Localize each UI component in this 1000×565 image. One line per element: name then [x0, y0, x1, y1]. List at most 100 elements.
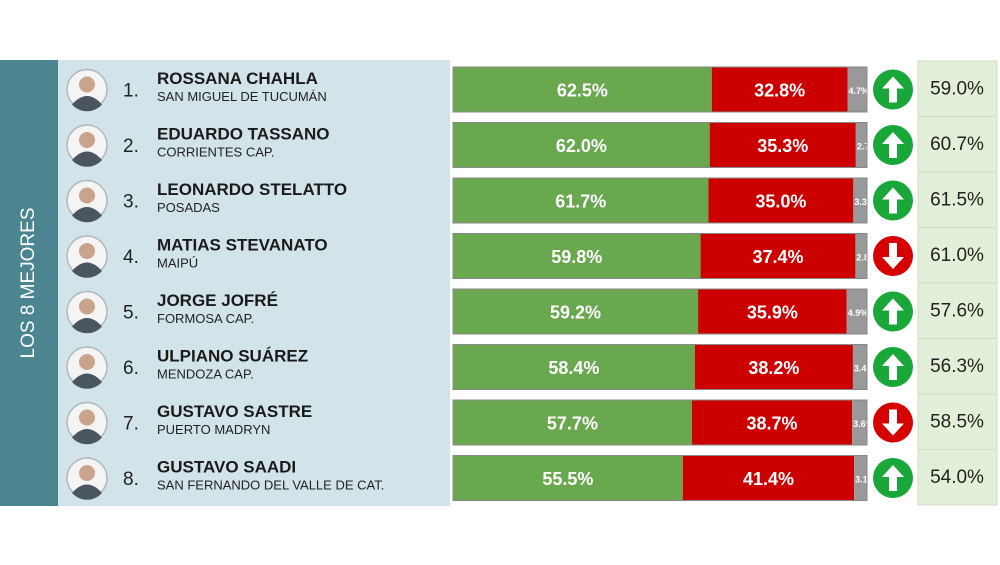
approve-bar: [453, 400, 692, 445]
city: FORMOSA CAP.: [157, 311, 254, 326]
approve-label: 59.2%: [550, 302, 601, 322]
previous: 61.5%: [930, 190, 984, 211]
approve-bar: [453, 289, 699, 334]
disapprove-bar: [694, 344, 853, 390]
ns-bar: [846, 289, 867, 334]
rank: 3.: [123, 192, 139, 213]
ns-label: 3.1%: [855, 474, 876, 484]
avatar-body: [72, 429, 102, 445]
previous: 59.0%: [930, 79, 984, 100]
trend-arrow: [882, 465, 904, 491]
disapprove-label: 38.2%: [748, 358, 799, 378]
previous: 61.0%: [930, 245, 984, 266]
avatar-head: [79, 298, 95, 315]
previous: 56.3%: [930, 356, 984, 377]
names-area: [58, 60, 450, 506]
previous-box: [917, 282, 998, 339]
disapprove-bar: [682, 455, 855, 501]
ns-bar: [847, 67, 867, 112]
disapprove-label: 37.4%: [752, 247, 803, 267]
previous-box: [917, 227, 998, 284]
trend-arrow: [882, 187, 904, 214]
rank: 4.: [123, 247, 139, 268]
avatar-body: [72, 484, 102, 500]
disapprove-bar: [698, 289, 847, 334]
rank: 7.: [123, 414, 139, 435]
avatar-head: [79, 243, 95, 259]
side-band: [0, 60, 58, 506]
avatar-body: [72, 151, 102, 167]
name: ULPIANO SUÁREZ: [157, 346, 308, 365]
approve-label: 55.5%: [542, 469, 593, 489]
ns-label: 3.3%: [854, 197, 875, 207]
avatar-body: [72, 373, 102, 389]
trend-arrow: [882, 132, 904, 158]
approve-label: 61.7%: [555, 191, 606, 211]
bar-frame: [452, 288, 868, 335]
bar-frame: [452, 399, 868, 446]
rank: 6.: [123, 358, 139, 379]
disapprove-label: 32.8%: [754, 80, 805, 100]
bar-frame: [452, 344, 868, 390]
approve-bar: [453, 344, 695, 390]
approve-label: 62.5%: [557, 80, 608, 100]
city: MENDOZA CAP.: [157, 366, 254, 381]
avatar-head: [79, 354, 95, 370]
avatar-body: [72, 262, 102, 278]
ns-label: 3.6%: [853, 419, 874, 429]
disapprove-label: 35.9%: [747, 302, 798, 322]
disapprove-label: 35.0%: [755, 191, 806, 211]
approve-bar: [453, 178, 709, 223]
trend-arrow: [882, 76, 904, 103]
bar-frame: [452, 66, 868, 113]
previous: 54.0%: [930, 467, 984, 488]
avatar-body: [72, 96, 102, 112]
previous: 60.7%: [930, 134, 984, 155]
approve-bar: [453, 233, 701, 279]
previous: 57.6%: [930, 301, 984, 322]
avatar-head: [79, 409, 95, 426]
approve-label: 58.4%: [548, 358, 599, 378]
disapprove-label: 38.7%: [746, 413, 797, 433]
city: CORRIENTES CAP.: [157, 144, 275, 159]
name: EDUARDO TASSANO: [157, 124, 330, 143]
bar-frame: [452, 122, 868, 168]
trend-arrow: [882, 298, 904, 325]
approve-label: 57.7%: [547, 413, 598, 433]
previous-box: [917, 60, 998, 117]
name: GUSTAVO SAADI: [157, 457, 296, 476]
ns-label: 4.7%: [849, 86, 870, 96]
ns-bar: [855, 122, 867, 168]
previous-box: [917, 338, 998, 395]
disapprove-bar: [711, 67, 848, 112]
avatar-head: [79, 465, 95, 481]
name: JORGE JOFRÉ: [157, 291, 278, 310]
city: POSADAS: [157, 200, 220, 215]
ns-label: 4.9%: [848, 308, 869, 318]
ns-label: 3.4%: [854, 363, 875, 373]
trend-arrow: [882, 354, 904, 380]
approve-label: 59.8%: [551, 247, 602, 267]
city: PUERTO MADRYN: [157, 422, 270, 437]
rank: 8.: [123, 469, 139, 490]
name: MATIAS STEVANATO: [157, 235, 328, 254]
previous-box: [917, 116, 998, 173]
bar-frame: [452, 455, 868, 501]
rank: 1.: [123, 81, 139, 102]
avatar-head: [79, 187, 95, 204]
section-label: LOS 8 MEJORES: [18, 208, 39, 359]
rank: 5.: [123, 303, 139, 324]
avatar-body: [72, 207, 102, 223]
avatar-head: [79, 132, 95, 148]
ns-bar: [855, 233, 867, 279]
name: ROSSANA CHAHLA: [157, 69, 318, 88]
approve-label: 62.0%: [556, 136, 607, 156]
city: SAN FERNANDO DEL VALLE DE CAT.: [157, 477, 384, 492]
trend-arrow: [882, 409, 904, 436]
disapprove-bar: [691, 400, 853, 445]
previous: 58.5%: [930, 412, 984, 433]
bar-frame: [452, 177, 868, 224]
ns-bar: [852, 400, 867, 445]
city: SAN MIGUEL DE TUCUMÁN: [157, 89, 327, 104]
